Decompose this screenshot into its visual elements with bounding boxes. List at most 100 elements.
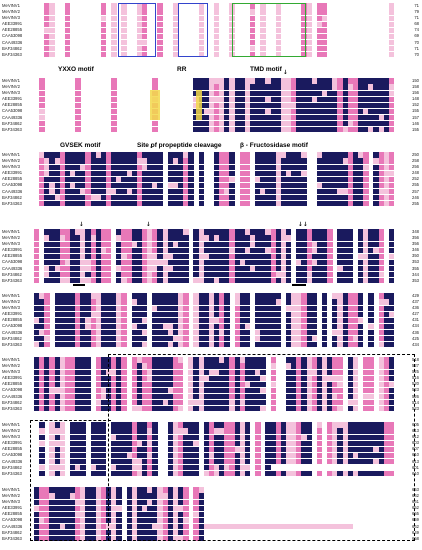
residue-shade <box>286 253 292 260</box>
residue-shade <box>234 342 240 348</box>
residue-shade <box>260 188 266 195</box>
residue-shade <box>337 78 343 84</box>
sequence-name: MeVINV2 <box>2 363 20 369</box>
residue-shade <box>229 176 235 183</box>
residue-shade <box>316 102 323 109</box>
residue-shade <box>44 176 50 183</box>
residue-shade <box>342 108 348 115</box>
residue-shade <box>59 336 66 342</box>
residue-shade <box>106 336 112 342</box>
residue-shade <box>178 152 184 158</box>
residue-shade <box>198 195 204 201</box>
yxxo-box <box>118 3 156 57</box>
residue-shade <box>136 278 143 284</box>
residue-shade <box>368 229 374 235</box>
residue-shade <box>80 299 86 305</box>
residue-shade <box>286 329 292 336</box>
residue-shade <box>172 39 179 46</box>
residue-shade <box>250 90 256 96</box>
residue-shade <box>296 188 302 195</box>
residue-shade <box>342 121 348 127</box>
residue-shade <box>337 121 343 127</box>
residue-shade <box>358 96 364 102</box>
residue-shade <box>75 235 81 241</box>
residue-shade <box>368 235 374 241</box>
residue-shade <box>219 182 225 189</box>
residue-shade <box>70 293 76 299</box>
sequence-name: MeVINV3 <box>2 15 20 21</box>
sequence-name: AEE33991 <box>2 21 23 27</box>
residue-shade <box>111 21 117 27</box>
residue-shade <box>152 278 158 284</box>
residue-shade <box>106 278 112 284</box>
alignment-row <box>34 164 395 170</box>
residue-shade <box>358 299 364 305</box>
residue-shade <box>172 46 179 52</box>
residue-shade <box>296 229 302 235</box>
residue-shade <box>342 311 348 317</box>
residue-shade <box>39 293 45 299</box>
residue-shade <box>90 195 96 201</box>
residue-shade <box>80 158 86 164</box>
residue-shade <box>162 342 168 348</box>
residue-shade <box>136 305 143 311</box>
residue-shade <box>260 195 266 201</box>
residue-shade <box>131 253 138 260</box>
residue-shade <box>244 170 251 176</box>
residue-shade <box>172 170 179 176</box>
residue-shade <box>193 342 199 348</box>
residue-shade <box>111 299 117 305</box>
residue-shade <box>234 272 240 278</box>
residue-shade <box>337 102 343 109</box>
residue-shade <box>342 188 348 195</box>
position-numbers: 348 356 356 346 350 353 355 344 353 <box>397 229 419 284</box>
residue-shade <box>280 265 287 272</box>
residue-shade <box>59 182 66 189</box>
residue-shade <box>332 96 338 102</box>
residue-shade <box>337 176 343 183</box>
residue-shade <box>352 114 359 121</box>
residue-shade <box>352 317 359 324</box>
residue-shade <box>59 241 66 247</box>
residue-shade <box>275 259 282 266</box>
residue-shade <box>301 293 307 299</box>
residue-shade <box>255 229 261 235</box>
residue-shade <box>152 229 158 235</box>
residue-shade <box>59 229 66 235</box>
residue-shade <box>178 201 184 207</box>
residue-shade <box>270 182 276 189</box>
residue-shade <box>111 317 117 324</box>
residue-shade <box>34 247 40 253</box>
residue-shade <box>54 311 60 317</box>
residue-shade <box>322 52 328 58</box>
residue-shade <box>167 305 174 311</box>
residue-shade <box>183 272 189 278</box>
residue-shade <box>358 305 364 311</box>
residue-shade <box>368 84 374 90</box>
residue-shade <box>157 188 163 195</box>
sequence-name: MeVINV2 <box>2 9 20 15</box>
residue-shade <box>54 164 60 170</box>
residue-shade <box>157 176 163 183</box>
residue-shade <box>291 299 297 305</box>
residue-shade <box>172 247 179 253</box>
residue-shade <box>388 329 395 336</box>
residue-shade <box>280 201 287 207</box>
residue-shade <box>260 39 266 46</box>
residue-shade <box>291 90 297 96</box>
position-number: 146 <box>412 120 419 126</box>
residue-shade <box>378 317 384 324</box>
residue-shade <box>378 278 384 284</box>
residue-shade <box>286 241 292 247</box>
residue-shade <box>147 278 153 284</box>
sequence-names: MeVINV1 MeVINV2 MeVINV3 AEE33991 AEE28855 CAA… <box>2 152 32 207</box>
residue-shade <box>383 121 390 127</box>
residue-shade <box>75 317 81 324</box>
position-number: 256 <box>412 164 419 170</box>
residue-shade <box>301 195 307 201</box>
residue-shade <box>270 317 276 324</box>
residue-shade <box>193 259 199 266</box>
residue-shade <box>260 253 266 260</box>
residue-shade <box>126 253 132 260</box>
residue-shade <box>296 152 302 158</box>
